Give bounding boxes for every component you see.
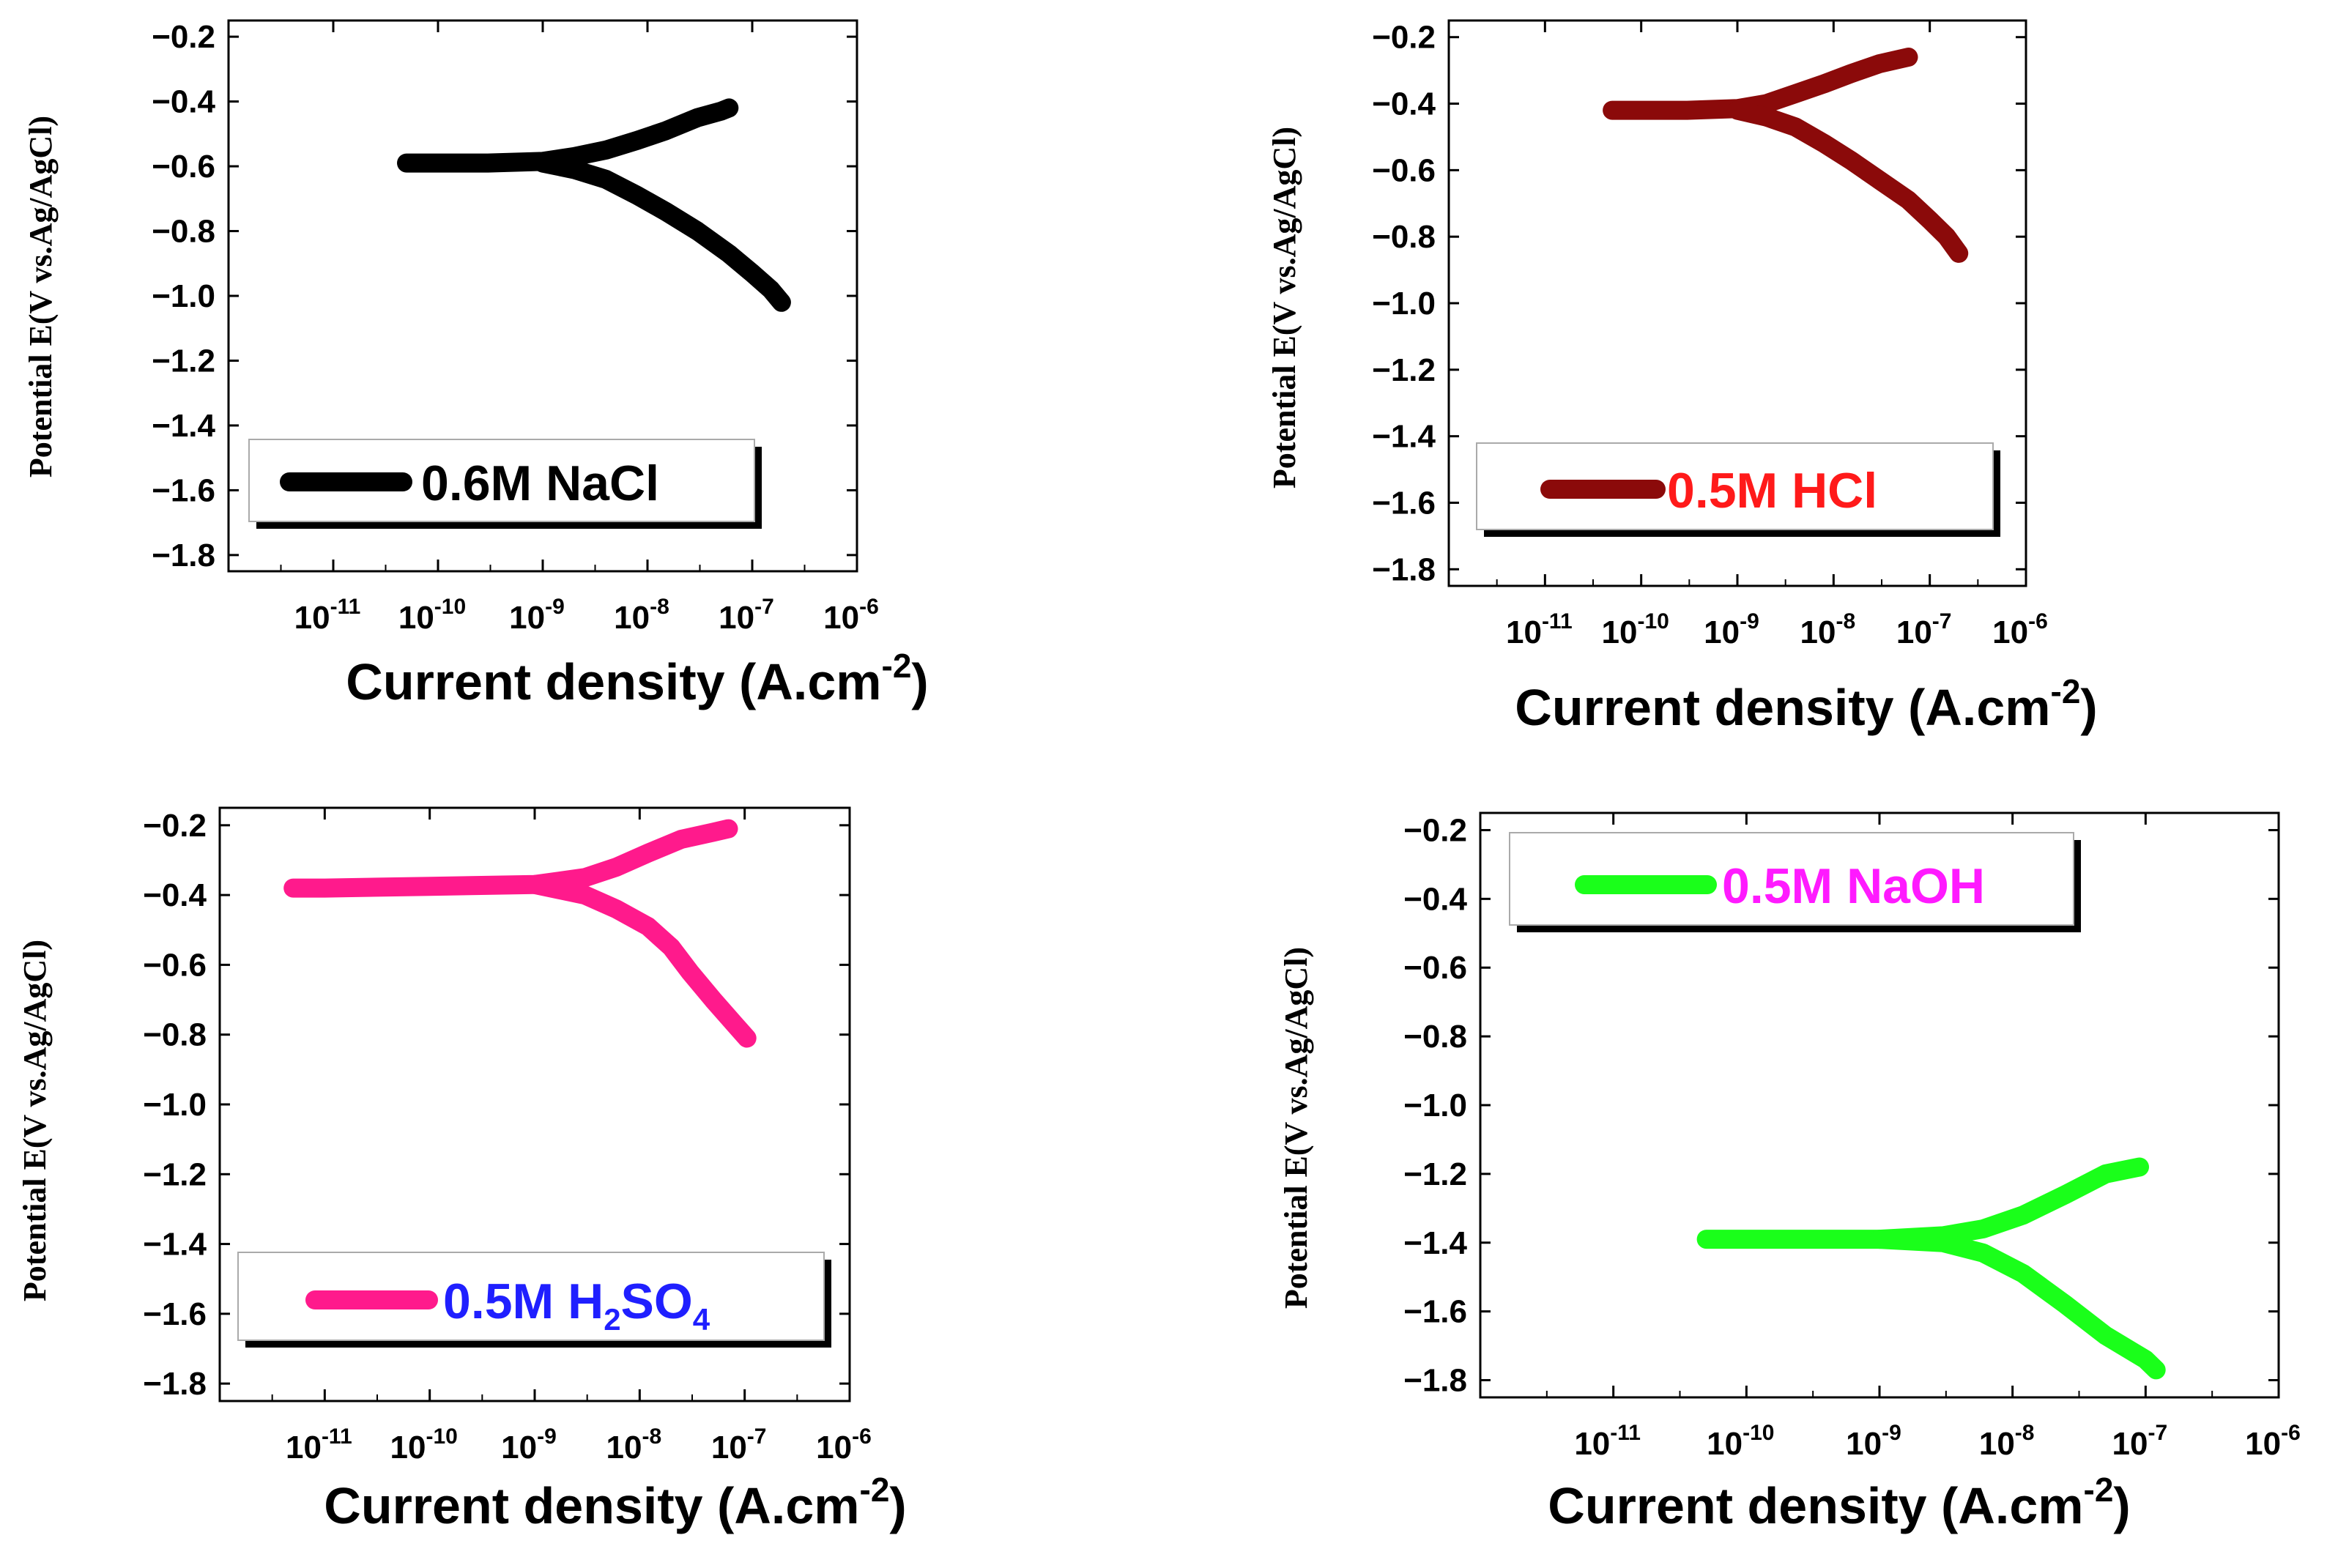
chart-svg: −0.2 −0.4 −0.6 −0.8 −1.0 −1.2 −1.4 −1.6 −1.8 10-1… bbox=[1266, 19, 2098, 736]
y-tick-label: −0.2 bbox=[1372, 20, 1436, 56]
cathodic-branch-line bbox=[533, 153, 791, 312]
y-axis-label: Potential E(V vs.Ag/AgCl) bbox=[1266, 127, 1302, 488]
x-tick-label: 10-10 bbox=[1707, 1421, 1774, 1462]
y-tick-label: −0.8 bbox=[143, 1017, 207, 1053]
anodic-branch-line bbox=[397, 98, 739, 173]
y-tick-label: −1.6 bbox=[143, 1296, 207, 1332]
y-tick-label: −0.6 bbox=[143, 947, 207, 983]
x-tick-label: 10-9 bbox=[501, 1424, 557, 1465]
x-tick-label: 10-6 bbox=[1992, 609, 2048, 650]
y-tick-label: −0.8 bbox=[1372, 219, 1436, 255]
y-tick-label: −0.6 bbox=[1372, 152, 1436, 188]
x-tick-label: 10-11 bbox=[1574, 1421, 1641, 1462]
x-tick-label: 10-9 bbox=[1846, 1421, 1901, 1462]
y-tick-label: −0.6 bbox=[1403, 950, 1467, 986]
y-tick-label: −0.4 bbox=[1372, 86, 1436, 122]
y-tick-label: −1.6 bbox=[1403, 1294, 1467, 1330]
x-tick-label: 10-8 bbox=[606, 1424, 662, 1465]
y-tick-label: −1.8 bbox=[143, 1366, 207, 1402]
anodic-branch-line bbox=[1603, 48, 1918, 120]
legend-label: 0.5M NaOH bbox=[1722, 858, 1985, 914]
y-tick-label: −1.6 bbox=[1372, 485, 1436, 521]
chart-svg: −0.2 −0.4 −0.6 −0.8 −1.0 −1.2 −1.4 −1.6 −1.8 10-1… bbox=[1278, 811, 2301, 1534]
y-tick-label: −0.2 bbox=[143, 808, 207, 844]
y-tick-label: −1.0 bbox=[1372, 286, 1436, 322]
y-tick-label: −1.2 bbox=[152, 343, 215, 379]
chart-svg: −0.2 −0.4 −0.6 −0.8 −1.0 −1.2 −1.4 −1.6 −1.8 10-1… bbox=[17, 806, 907, 1534]
x-tick-label: 10-10 bbox=[1602, 609, 1669, 650]
y-tick-label: −0.4 bbox=[152, 84, 215, 120]
x-tick-label: 10-11 bbox=[1506, 609, 1573, 650]
chart-panel-naoh: −0.2 −0.4 −0.6 −0.8 −1.0 −1.2 −1.4 −1.6 −1.8 10-1… bbox=[1169, 784, 2338, 1567]
y-tick-label: −1.4 bbox=[143, 1227, 207, 1263]
x-tick-label: 10-8 bbox=[614, 595, 669, 636]
y-tick-label: −0.8 bbox=[1403, 1019, 1467, 1055]
x-axis-label: Current density (A.cm-2) bbox=[324, 1471, 906, 1534]
y-tick-label: −1.0 bbox=[143, 1087, 207, 1123]
y-tick-label: −0.4 bbox=[1403, 881, 1467, 917]
chart-panel-nacl: −0.2 −0.4 −0.6 −0.8 −1.0 −1.2 −1.4 −1.6 −1.8 10-1… bbox=[0, 0, 1169, 784]
anodic-branch-line bbox=[283, 819, 738, 898]
y-tick-label: −1.2 bbox=[1403, 1156, 1467, 1192]
x-axis-label: Current density (A.cm-2) bbox=[1548, 1471, 2130, 1534]
x-tick-label: 10-7 bbox=[711, 1424, 767, 1465]
legend-label: 0.5M H2SO4 bbox=[443, 1274, 710, 1337]
x-tick-label: 10-9 bbox=[1704, 609, 1759, 650]
y-axis-label: Potential E(V vs.Ag/AgCl) bbox=[17, 940, 53, 1301]
y-tick-label: −1.8 bbox=[1372, 551, 1436, 587]
y-tick-label: −0.2 bbox=[152, 19, 215, 55]
y-axis-label: Potential E(V vs.Ag/AgCl) bbox=[1278, 947, 1314, 1309]
x-axis-label: Current density (A.cm-2) bbox=[346, 647, 928, 710]
x-tick-label: 10-6 bbox=[823, 595, 879, 636]
x-tick-label: 10-6 bbox=[2245, 1421, 2301, 1462]
y-tick-label: −1.4 bbox=[1372, 419, 1436, 455]
y-axis-label: Potential E(V vs.Ag/AgCl) bbox=[23, 116, 59, 478]
cathodic-branch-line bbox=[525, 874, 757, 1048]
y-tick-label: −1.8 bbox=[152, 538, 215, 573]
x-tick-label: 10-7 bbox=[1896, 609, 1952, 650]
y-tick-label: −0.2 bbox=[1403, 812, 1467, 848]
y-tick-label: −0.6 bbox=[152, 149, 215, 185]
cathodic-branch-line bbox=[1728, 100, 1969, 263]
y-tick-label: −0.8 bbox=[152, 214, 215, 250]
y-tick-label: −0.4 bbox=[143, 877, 207, 913]
y-tick-label: −1.4 bbox=[152, 408, 215, 444]
x-tick-label: 10-10 bbox=[390, 1424, 458, 1465]
x-axis-label: Current density (A.cm-2) bbox=[1515, 672, 2097, 736]
y-tick-label: −1.0 bbox=[1403, 1088, 1467, 1123]
x-tick-label: 10-11 bbox=[294, 595, 361, 636]
x-tick-label: 10-8 bbox=[1979, 1421, 2035, 1462]
x-tick-label: 10-6 bbox=[816, 1424, 872, 1465]
y-tick-label: −1.6 bbox=[152, 472, 215, 508]
y-tick-label: −1.2 bbox=[1372, 352, 1436, 388]
x-tick-label: 10-9 bbox=[509, 595, 565, 636]
y-tick-label: −1.4 bbox=[1403, 1225, 1467, 1261]
x-tick-label: 10-11 bbox=[286, 1424, 352, 1465]
chart-svg: −0.2 −0.4 −0.6 −0.8 −1.0 −1.2 −1.4 −1.6 −1.8 10-1… bbox=[23, 19, 929, 710]
y-tick-label: −1.8 bbox=[1403, 1363, 1467, 1399]
anodic-branch-line bbox=[1696, 1157, 2149, 1249]
y-tick-label: −1.2 bbox=[143, 1156, 207, 1192]
y-tick-label: −1.0 bbox=[152, 278, 215, 314]
chart-panel-h2so4: −0.2 −0.4 −0.6 −0.8 −1.0 −1.2 −1.4 −1.6 −1.8 10-1… bbox=[0, 784, 1169, 1567]
x-tick-label: 10-7 bbox=[719, 595, 774, 636]
x-tick-label: 10-10 bbox=[398, 595, 466, 636]
x-tick-label: 10-8 bbox=[1800, 609, 1856, 650]
legend-label: 0.6M NaCl bbox=[421, 456, 659, 511]
legend-label: 0.5M HCl bbox=[1667, 463, 1877, 519]
chart-panel-hcl: −0.2 −0.4 −0.6 −0.8 −1.0 −1.2 −1.4 −1.6 −1.8 10-1… bbox=[1169, 0, 2338, 784]
cathodic-branch-line bbox=[1870, 1230, 2166, 1380]
x-tick-label: 10-7 bbox=[2112, 1421, 2168, 1462]
